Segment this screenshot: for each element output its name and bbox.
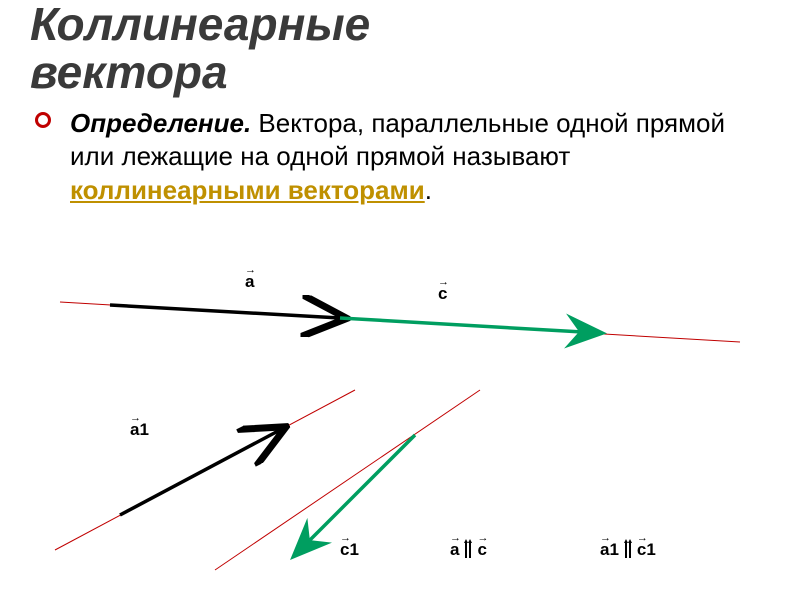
relation-a-c: →a →c xyxy=(450,540,487,560)
vector-c1 xyxy=(295,435,415,555)
vector-diagram: →a →c →a1 →c1 →a →c →a1 →c1 xyxy=(0,260,800,600)
definition-term: коллинеарными векторами xyxy=(70,175,425,205)
label-c: →c xyxy=(438,284,447,304)
label-a: →a xyxy=(245,272,254,292)
relation-a1-c1: →a1 →c1 xyxy=(600,540,656,560)
definition-text: Определение. Вектора, параллельные одной… xyxy=(0,97,800,208)
vector-a1 xyxy=(120,430,280,515)
title-line2: вектора xyxy=(30,48,770,96)
bullet-marker xyxy=(35,112,51,128)
vector-c xyxy=(340,318,600,333)
definition-lead: Определение. xyxy=(70,108,251,138)
vector-a xyxy=(110,305,340,318)
definition-body-after: . xyxy=(425,175,432,205)
title-line1: Коллинеарные xyxy=(30,0,770,48)
page-title: Коллинеарные вектора xyxy=(0,0,800,97)
label-c1: →c1 xyxy=(340,540,359,560)
parallel-symbol-icon xyxy=(465,542,471,558)
parallel-symbol-icon xyxy=(625,542,631,558)
label-a1: →a1 xyxy=(130,420,149,440)
